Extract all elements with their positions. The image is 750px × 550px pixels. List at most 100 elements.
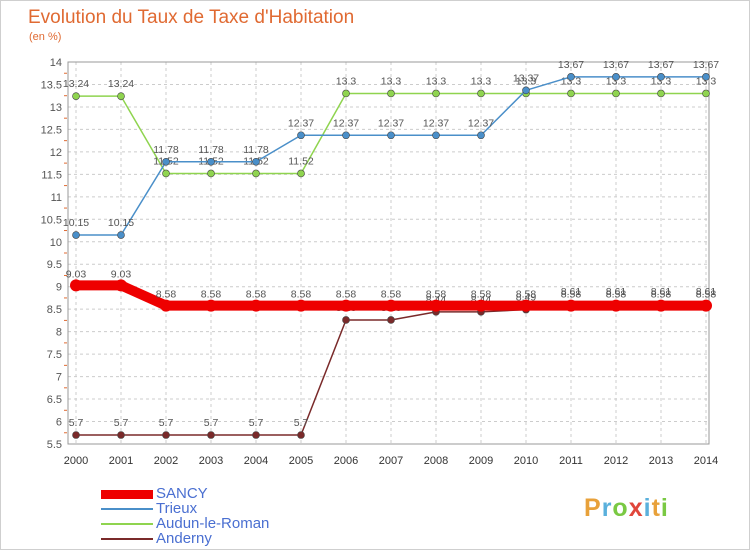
- data-label: 8.58: [156, 289, 177, 301]
- legend-swatch: [101, 523, 153, 525]
- data-point: [207, 157, 215, 166]
- data-point: [657, 73, 665, 81]
- y-tick-label: 6.5: [47, 394, 62, 406]
- data-point: [250, 299, 262, 312]
- data-point: [477, 131, 485, 140]
- data-label: 11.78: [198, 144, 224, 156]
- data-point: [342, 316, 350, 324]
- x-tick-label: 2001: [109, 455, 133, 467]
- data-label: 12.37: [423, 117, 449, 129]
- logo-letter: P: [584, 494, 602, 522]
- data-label: 13.67: [693, 59, 719, 71]
- data-label: 13.3: [651, 75, 672, 87]
- y-tick-label: 10: [50, 237, 62, 249]
- data-label: 9.03: [66, 268, 87, 280]
- legend-swatch: [101, 538, 153, 540]
- data-point: [610, 299, 622, 312]
- data-label: 13.3: [471, 75, 492, 87]
- data-label: 13.67: [603, 59, 629, 71]
- data-label: 5.7: [204, 417, 219, 429]
- y-tick-label: 11: [51, 192, 62, 204]
- line-chart: 5.566.577.588.599.51010.51111.51212.5131…: [41, 57, 720, 467]
- data-label: 8.58: [696, 289, 717, 301]
- y-tick-label: 8: [56, 327, 62, 339]
- data-label: 13.24: [108, 78, 134, 90]
- data-label: 8.61: [606, 286, 627, 298]
- y-tick-label: 8.5: [47, 304, 62, 316]
- y-tick-label: 13: [50, 102, 62, 114]
- data-point: [612, 73, 620, 81]
- data-label: 13.3: [606, 75, 627, 87]
- data-label: 11.78: [243, 144, 269, 156]
- y-tick-label: 12.5: [41, 124, 62, 136]
- data-point: [430, 299, 442, 312]
- data-point: [117, 231, 125, 239]
- data-point: [702, 73, 710, 81]
- data-label: 12.37: [468, 117, 494, 129]
- x-tick-label: 2005: [289, 455, 313, 467]
- legend-label: Trieux: [156, 500, 198, 517]
- data-label: 13.37: [513, 72, 539, 84]
- data-point: [655, 299, 667, 312]
- x-tick-label: 2006: [334, 455, 358, 467]
- x-tick-label: 2003: [199, 455, 223, 467]
- data-point: [612, 89, 620, 98]
- data-label: 8.61: [696, 286, 717, 298]
- y-tick-label: 9: [56, 282, 62, 294]
- data-point: [565, 299, 577, 312]
- x-tick-label: 2012: [604, 455, 628, 467]
- logo-letter: o: [612, 494, 629, 522]
- logo-letter: r: [601, 494, 613, 522]
- data-label: 13.3: [336, 75, 357, 87]
- y-tick-label: 12: [50, 147, 62, 159]
- data-label: 12.37: [378, 117, 404, 129]
- x-tick-label: 2008: [424, 455, 448, 467]
- data-point: [387, 131, 395, 140]
- legend-label: Audun-le-Roman: [156, 515, 270, 532]
- legend-swatch: [101, 508, 153, 510]
- data-label: 12.37: [288, 117, 314, 129]
- data-label: 8.58: [606, 289, 627, 301]
- data-point: [115, 279, 127, 292]
- legend-label: SANCY: [156, 485, 208, 502]
- data-point: [342, 89, 350, 98]
- data-point: [72, 231, 80, 239]
- logo-letter: i: [660, 494, 669, 522]
- data-point: [432, 89, 440, 98]
- x-tick-label: 2010: [514, 455, 538, 467]
- data-point: [297, 131, 305, 140]
- data-label: 8.58: [291, 289, 312, 301]
- data-point: [475, 299, 487, 312]
- data-point: [477, 89, 485, 98]
- data-point: [295, 299, 307, 312]
- logo-letter: x: [628, 494, 644, 522]
- data-point: [160, 299, 172, 312]
- data-point: [207, 169, 215, 178]
- data-label: 13.3: [516, 75, 537, 87]
- data-label: 8.61: [651, 286, 672, 298]
- data-point: [387, 316, 395, 324]
- data-label: 9.03: [111, 268, 132, 280]
- data-label: 11.52: [288, 155, 314, 167]
- data-point: [205, 299, 217, 312]
- data-label: 5.7: [114, 417, 129, 429]
- logo-letter: t: [651, 494, 661, 522]
- data-point: [252, 431, 260, 439]
- legend-swatch: [101, 489, 153, 499]
- data-point: [432, 131, 440, 140]
- data-label: 13.67: [558, 59, 584, 71]
- data-label: 13.67: [648, 59, 674, 71]
- data-point: [162, 169, 170, 178]
- data-label: 8.58: [471, 289, 492, 301]
- data-point: [297, 169, 305, 178]
- data-label: 8.58: [651, 289, 672, 301]
- data-point: [340, 299, 352, 312]
- data-point: [207, 431, 215, 439]
- data-label: 8.58: [516, 289, 537, 301]
- y-tick-label: 5.5: [47, 439, 62, 451]
- data-label: 8.58: [246, 289, 267, 301]
- proxiti-logo: Proxiti: [584, 494, 669, 523]
- data-label: 13.3: [381, 75, 402, 87]
- data-label: 8.58: [561, 289, 582, 301]
